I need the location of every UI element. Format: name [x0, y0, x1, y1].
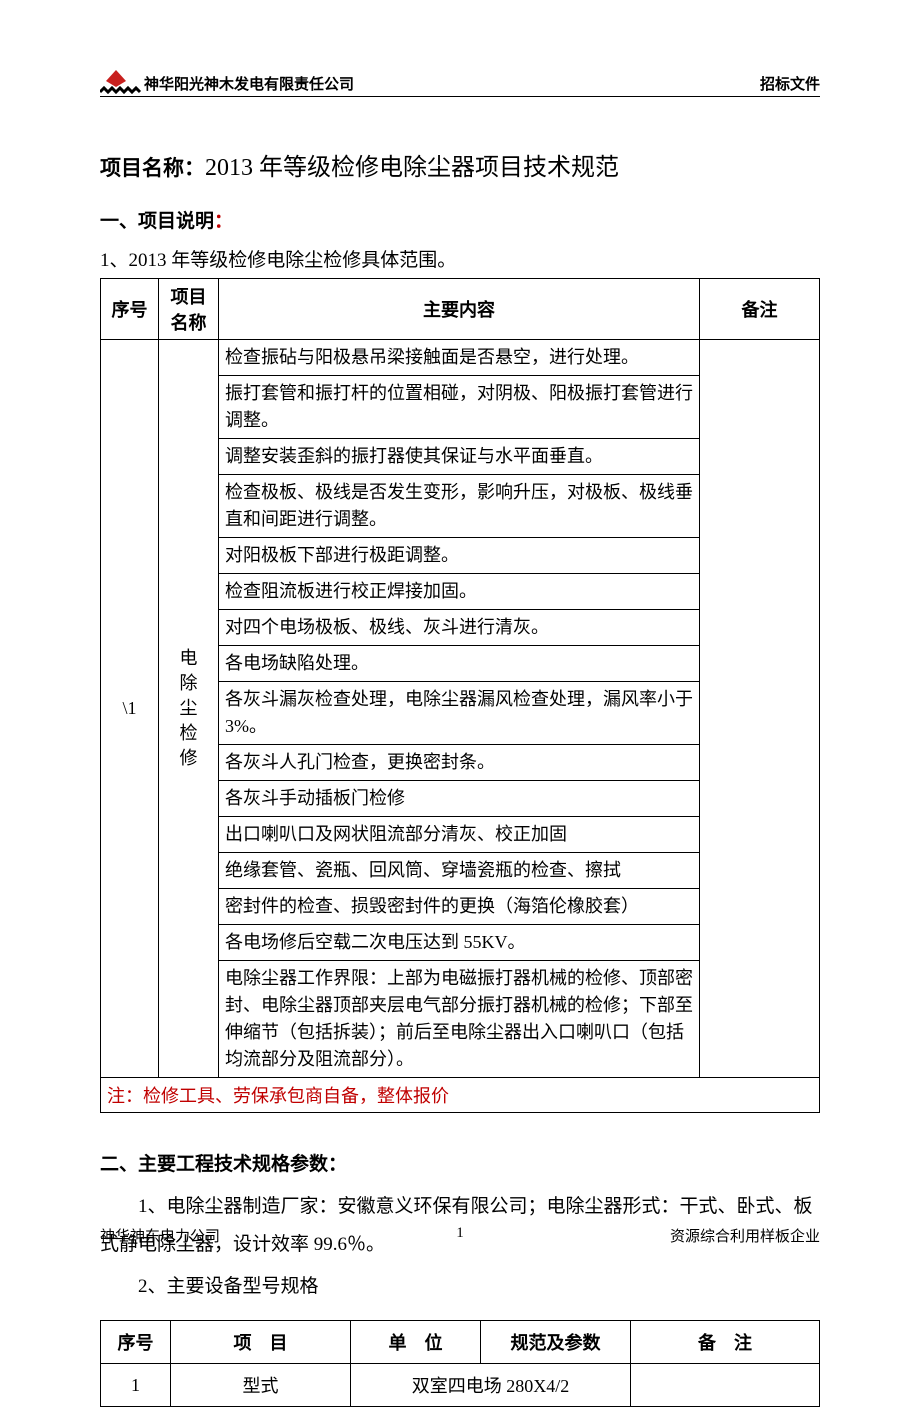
td-content: 检查阻流板进行校正焊接加固。: [219, 574, 700, 610]
spec-th-item: 项 目: [171, 1321, 351, 1364]
td-content: 对阳极板下部进行极距调整。: [219, 538, 700, 574]
td-content: 各灰斗人孔门检查，更换密封条。: [219, 745, 700, 781]
spec-th-seq: 序号: [101, 1321, 171, 1364]
td-note: [700, 340, 820, 1078]
section1-intro: 1、2013 年等级检修电除尘检修具体范围。: [100, 245, 820, 272]
spec-r1-seq: 1: [101, 1364, 171, 1407]
td-project-name: 电除尘检修: [159, 340, 219, 1078]
td-content: 绝缘套管、瓷瓶、回风筒、穿墙瓷瓶的检查、擦拭: [219, 853, 700, 889]
page-header: 神华阳光神木发电有限责任公司 招标文件: [100, 70, 820, 97]
td-content: 检查极板、极线是否发生变形，影响升压，对极板、极线垂直和间距进行调整。: [219, 475, 700, 538]
title-text: 2013 年等级检修电除尘器项目技术规范: [205, 155, 619, 181]
td-content: 密封件的检查、损毁密封件的更换（海箔伦橡胶套）: [219, 889, 700, 925]
section1-heading-text: 一、项目说明: [100, 211, 214, 232]
spec-r1-merged: 双室四电场 280X4/2: [351, 1364, 631, 1407]
footer-page: 1: [456, 1225, 464, 1242]
td-content: 出口喇叭口及网状阻流部分清灰、校正加固: [219, 817, 700, 853]
td-content: 振打套管和振打杆的位置相碰，对阴极、阳极振打套管进行调整。: [219, 376, 700, 439]
spec-table: 序号 项 目 单 位 规范及参数 备 注 1 型式 双室四电场 280X4/2: [100, 1320, 820, 1407]
spec-th-unit: 单 位: [351, 1321, 481, 1364]
doc-type: 招标文件: [760, 73, 820, 94]
company-name: 神华阳光神木发电有限责任公司: [144, 73, 354, 94]
td-content: 各电场修后空载二次电压达到 55KV。: [219, 925, 700, 961]
td-content: 电除尘器工作界限：上部为电磁振打器机械的检修、顶部密封、电除尘器顶部夹层电气部分…: [219, 961, 700, 1078]
section1-colon: ：: [214, 211, 233, 232]
page-footer: 神华神东电力公司 1 资源综合利用样板企业: [100, 1225, 820, 1246]
th-note: 备注: [700, 279, 820, 340]
th-seq: 序号: [101, 279, 159, 340]
th-content: 主要内容: [219, 279, 700, 340]
spec-r1-note: [631, 1364, 820, 1407]
td-content: 对四个电场极板、极线、灰斗进行清灰。: [219, 610, 700, 646]
spec-r1-item: 型式: [171, 1364, 351, 1407]
scope-table: 序号 项目名称 主要内容 备注 \1电除尘检修检查振砧与阳极悬吊梁接触面是否悬空…: [100, 278, 820, 1113]
td-content: 调整安装歪斜的振打器使其保证与水平面垂直。: [219, 439, 700, 475]
footer-right: 资源综合利用样板企业: [670, 1225, 820, 1246]
company-logo-icon: [100, 70, 142, 94]
section1-heading: 一、项目说明：: [100, 206, 820, 233]
title-label: 项目名称：: [100, 157, 205, 180]
footer-left: 神华神东电力公司: [100, 1225, 220, 1246]
td-seq: \1: [101, 340, 159, 1078]
section2-para2: 2、主要设备型号规格: [100, 1268, 820, 1306]
section2-heading: 二、主要工程技术规格参数：: [100, 1149, 820, 1176]
spec-th-param: 规范及参数: [481, 1321, 631, 1364]
th-name: 项目名称: [159, 279, 219, 340]
td-content: 各电场缺陷处理。: [219, 646, 700, 682]
td-content: 各灰斗手动插板门检修: [219, 781, 700, 817]
td-content: 各灰斗漏灰检查处理，电除尘器漏风检查处理，漏风率小于 3%。: [219, 682, 700, 745]
table-footer-note: 注：检修工具、劳保承包商自备，整体报价: [101, 1078, 820, 1113]
spec-th-note: 备 注: [631, 1321, 820, 1364]
td-content: 检查振砧与阳极悬吊梁接触面是否悬空，进行处理。: [219, 340, 700, 376]
document-title: 项目名称：2013 年等级检修电除尘器项目技术规范: [100, 147, 820, 182]
company-block: 神华阳光神木发电有限责任公司: [100, 70, 354, 94]
